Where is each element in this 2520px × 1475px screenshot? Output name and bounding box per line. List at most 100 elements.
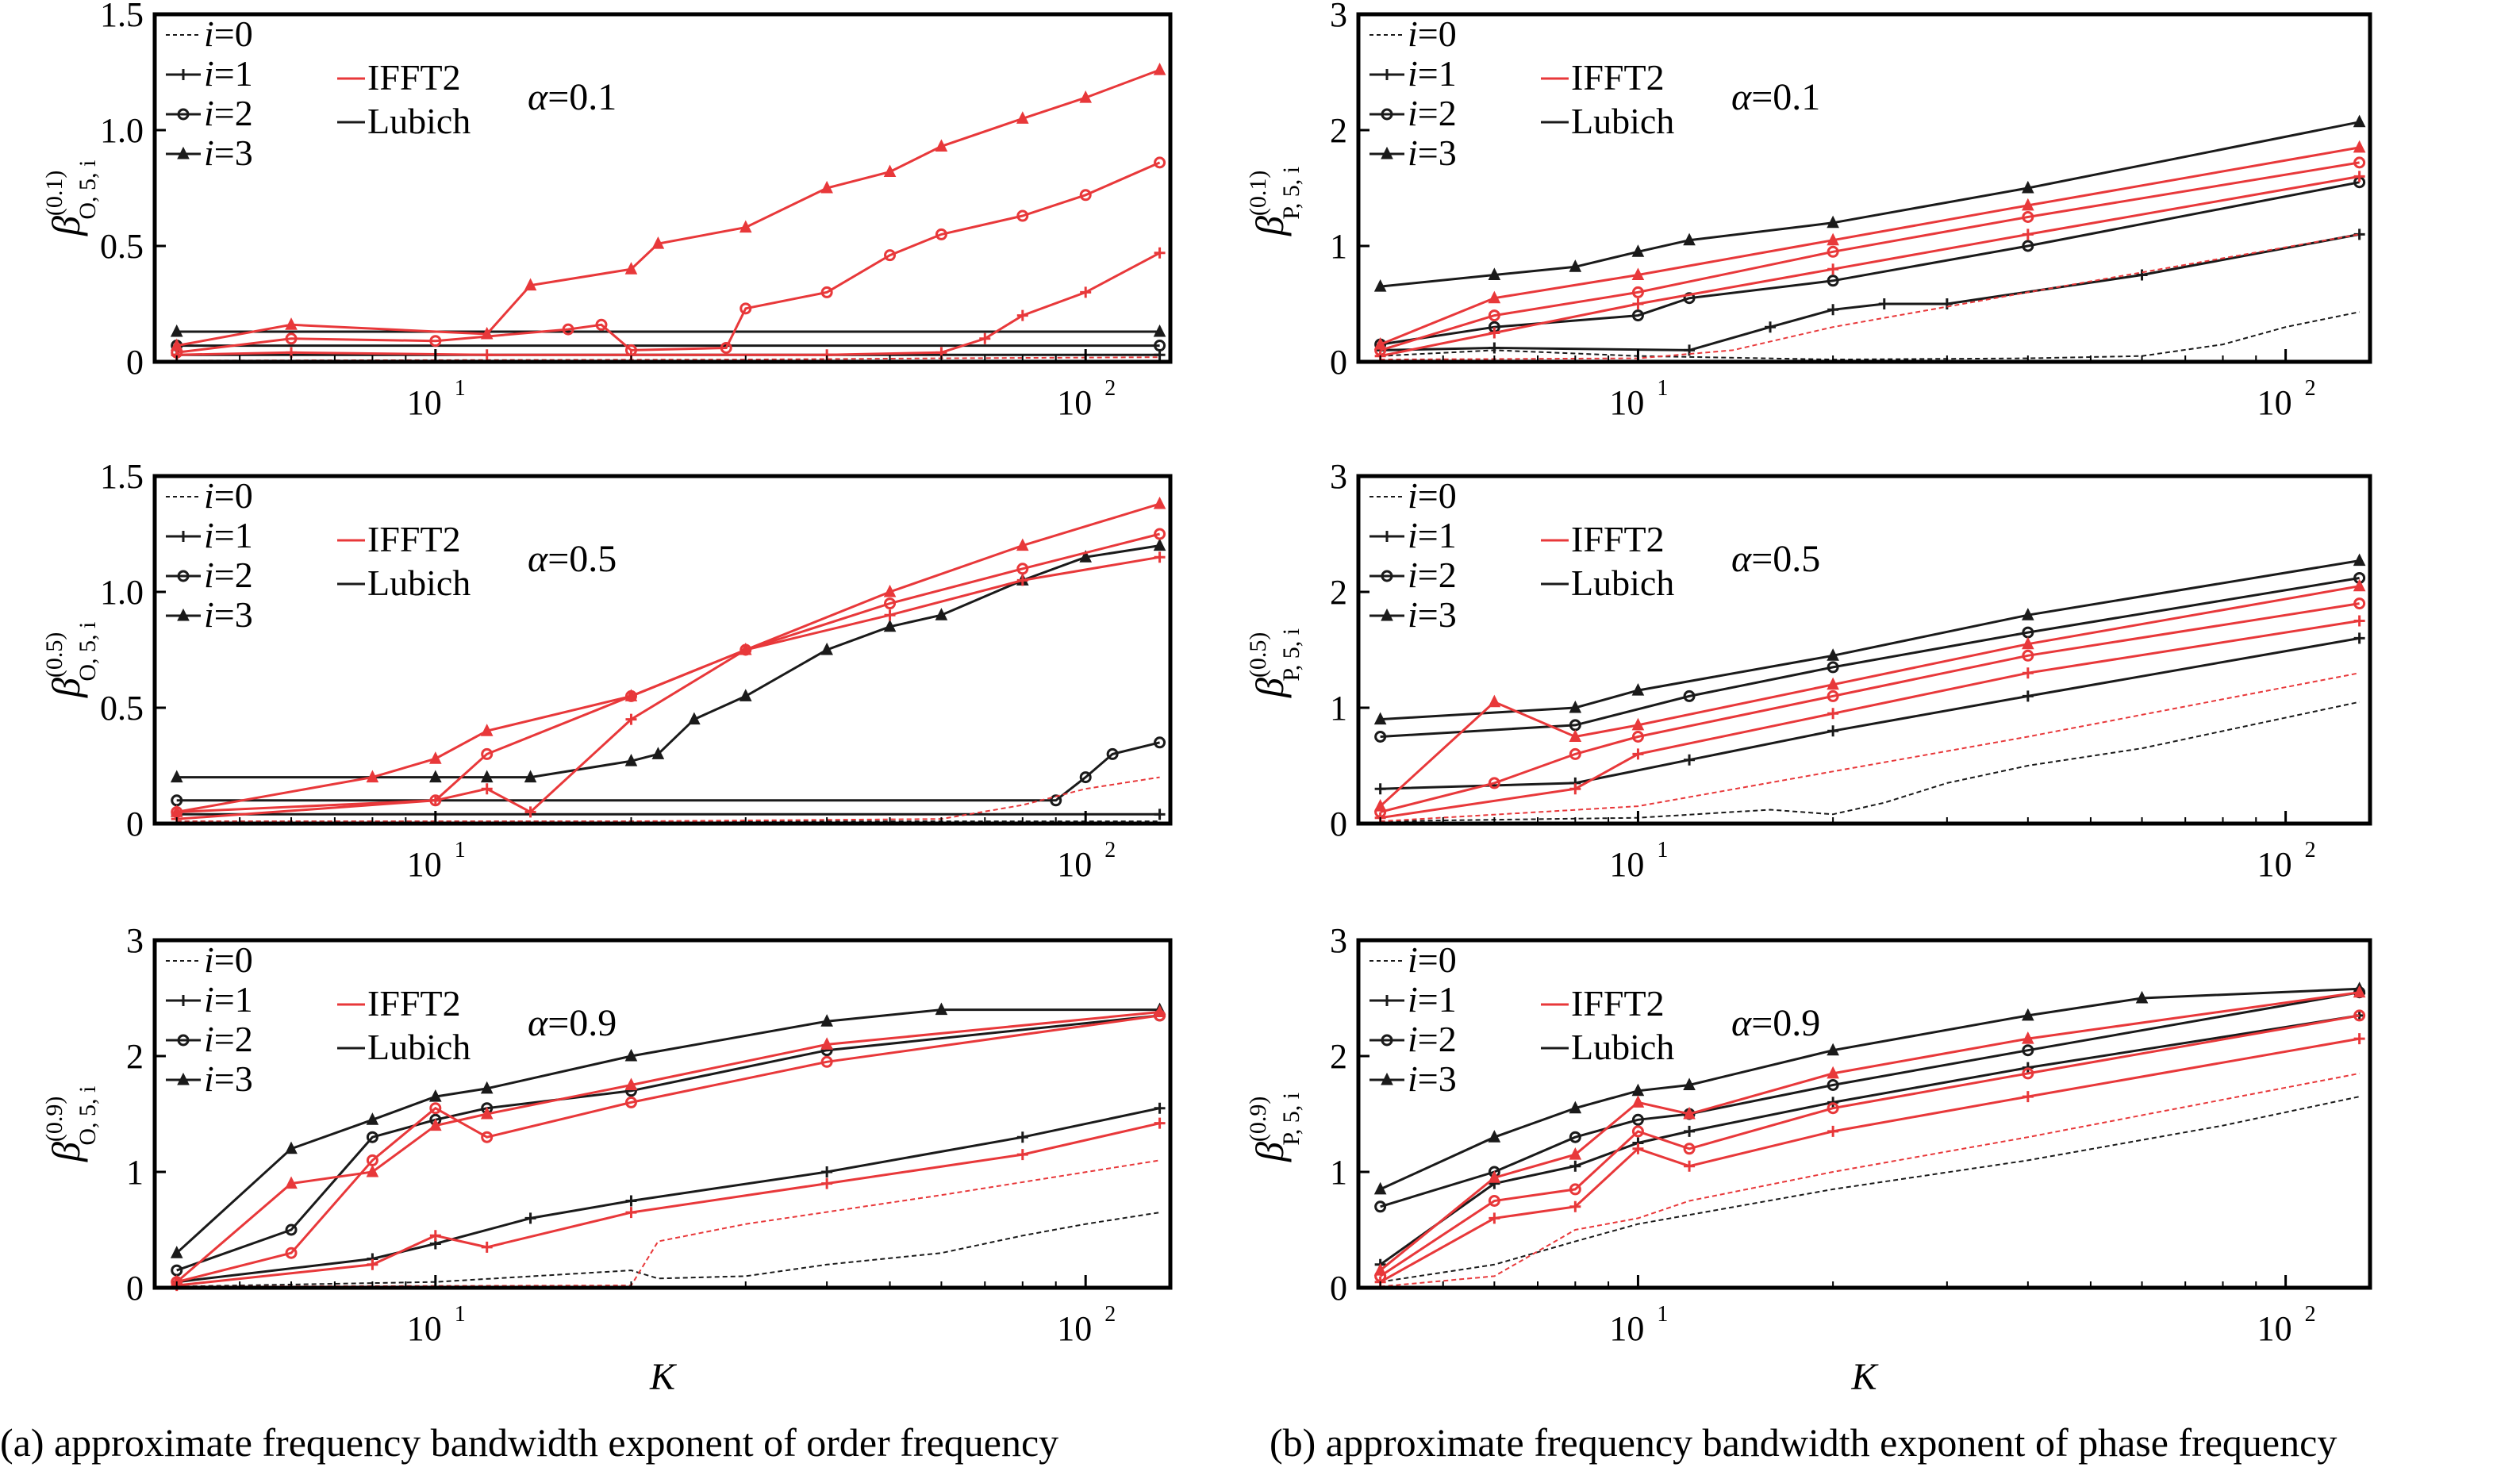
data-point-lubich-i3 [2022, 608, 2034, 620]
x-tick-exponent: 2 [1104, 376, 1116, 401]
data-point-lubich-i2 [2022, 240, 2034, 252]
legend-marker [1381, 108, 1393, 121]
data-point-lubich-i3 [429, 770, 442, 783]
legend-marker [1381, 995, 1393, 1006]
data-point-ifft2-i2 [820, 286, 833, 298]
legend-method-label: IFFT2 [367, 983, 461, 1024]
y-tick-label: 2 [1330, 573, 1347, 612]
legend-marker [1381, 1072, 1393, 1085]
y-tick-label: 1.0 [100, 573, 144, 612]
x-axis-label: K [649, 1356, 678, 1398]
data-point-lubich-i3 [1827, 648, 1839, 661]
data-point-lubich-i2 [1683, 292, 1696, 305]
data-point-lubich-i3 [1827, 1043, 1839, 1056]
alpha-annotation: α=0.5 [528, 538, 617, 580]
data-point-ifft2-i3 [1079, 90, 1093, 103]
data-point-ifft2-i3 [1016, 538, 1029, 551]
chart-panel-phase-alpha-0.1: 0 1 2 3 10 1 10 2 β(0.1) P, 5, i i=0i=1i=2i=3 IFFT2… [1245, 0, 2372, 422]
legend-series-label: i=3 [204, 594, 253, 635]
alpha-annotation: α=0.5 [1731, 538, 1820, 580]
series-line-lubich-i2 [176, 1014, 1160, 1272]
data-point-ifft2-i2 [1631, 731, 1644, 743]
series-line-lubich-i2 [1380, 577, 2360, 738]
data-point-ifft2-i1 [979, 332, 991, 344]
chart-panel-order-alpha-0.9: 0 1 2 3 10 1 10 2 β(0.9) O, 5, i Ki=0i=1i=2i=3 IFFT… [41, 921, 1173, 1398]
series-line-ifft2-i3 [1379, 991, 2360, 1272]
y-tick-label: 0 [1330, 805, 1347, 843]
series-line-lubich-i0 [1380, 311, 2360, 361]
data-point-lubich-i3 [820, 642, 833, 655]
data-point-ifft2-i2 [1488, 777, 1500, 789]
data-point-ifft2-i2 [2022, 649, 2034, 662]
series-line-lubich-i3 [1380, 121, 2360, 288]
x-tick-exponent: 1 [455, 376, 466, 401]
data-point-ifft2-i2 [1488, 1195, 1500, 1207]
data-point-ifft2-i2 [429, 335, 442, 348]
y-tick-label: 0.5 [100, 227, 144, 266]
series-line-ifft2-i3 [1380, 146, 2360, 346]
y-axis-label-base: β [44, 216, 88, 236]
x-tick-exponent: 1 [455, 838, 466, 862]
legend-series-label: i=3 [1408, 1058, 1457, 1099]
data-point-lubich-i3 [524, 770, 537, 783]
legend-series-label: i=3 [1408, 133, 1457, 173]
y-axis-label: β(0.1) P, 5, i [1245, 167, 1304, 236]
legend-series-label: i=1 [1408, 515, 1457, 555]
legend-series-label: i=3 [1408, 594, 1457, 635]
legend-method-label: Lubich [367, 563, 471, 603]
data-point-lubich-i3 [688, 712, 701, 725]
data-point-ifft2-i2 [1827, 689, 1839, 702]
data-point-ifft2-i3 [2022, 198, 2034, 211]
data-point-ifft2-i1 [1827, 1125, 1839, 1137]
legend-marker [177, 608, 190, 621]
y-tick-label: 1.5 [100, 457, 144, 496]
data-point-ifft2-i1 [1016, 574, 1028, 586]
legend-marker [178, 995, 189, 1006]
plot-frame [1356, 12, 2372, 364]
data-point-ifft2-i1 [1684, 1160, 1696, 1172]
data-point-ifft2-i2 [884, 249, 897, 262]
data-point-ifft2-i3 [883, 584, 897, 597]
y-axis-label-sub: P, 5, i [1278, 628, 1304, 682]
data-point-lubich-i2 [1827, 1079, 1839, 1091]
y-axis-label-sup: (0.5) [1245, 632, 1271, 678]
chart-panel-phase-alpha-0.9: 0 1 2 3 10 1 10 2 β(0.9) P, 5, i Ki=0i=1i=2i=3 IFFT… [1245, 921, 2372, 1398]
data-point-lubich-i3 [624, 754, 638, 766]
legend-series-label: i=0 [1408, 475, 1457, 516]
data-point-ifft2-i2 [624, 344, 637, 356]
y-axis-label-sub: O, 5, i [75, 1086, 101, 1146]
legend-marker [177, 570, 190, 582]
data-point-lubich-i3 [429, 1089, 442, 1102]
series-line-lubich-i2 [1380, 181, 2360, 346]
legend-series-label: i=2 [204, 1019, 253, 1059]
data-point-ifft2-i2 [1631, 286, 1644, 298]
data-point-ifft2-i3 [366, 1164, 379, 1177]
legend-series-label: i=2 [204, 555, 253, 595]
series-line-ifft2-i1 [176, 252, 1161, 356]
data-point-ifft2-i3 [366, 770, 379, 783]
data-point-ifft2-i3 [1827, 232, 1839, 246]
legend-method-label: IFFT2 [1571, 983, 1665, 1024]
plot-frame [152, 474, 1173, 826]
data-point-ifft2-i1 [2022, 229, 2034, 240]
legend-series-label: i=2 [1408, 1019, 1457, 1059]
y-tick-label: 1.5 [100, 0, 144, 34]
data-point-lubich-i3 [1373, 1181, 1387, 1195]
y-tick-label: 3 [1330, 921, 1347, 960]
data-point-ifft2-i1 [1154, 1117, 1166, 1129]
data-point-lubich-i3 [2022, 180, 2034, 194]
data-point-ifft2-i3 [1488, 1170, 1501, 1183]
legend-marker [1381, 531, 1393, 542]
legend-series-label: i=1 [204, 515, 253, 555]
data-point-lubich-i3 [935, 1002, 948, 1016]
legend-series-label: i=1 [1408, 979, 1457, 1020]
y-tick-label: 1 [126, 1153, 144, 1192]
caption-a: (a) approximate frequency bandwidth expo… [0, 1420, 1058, 1465]
legend-method-label: IFFT2 [367, 57, 461, 98]
y-axis-label-sup: (0.1) [1245, 171, 1271, 216]
data-point-ifft2-i3 [1488, 694, 1501, 708]
data-point-ifft2-i3 [1683, 1106, 1696, 1120]
